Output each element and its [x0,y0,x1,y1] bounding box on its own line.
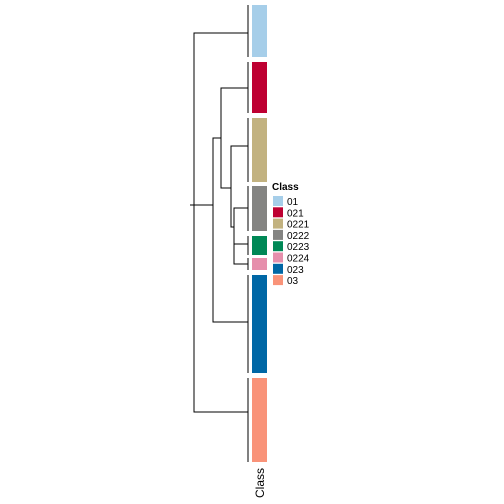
class-segment-0223 [252,236,267,255]
dendrogram-branch-0223-0224 [234,244,248,264]
legend-label-0221: 0221 [287,220,310,231]
legend-swatch-03 [273,275,283,285]
legend-label-0222: 0222 [287,231,310,242]
class-segment-0224 [252,258,267,270]
legend-swatch-0222 [273,230,283,240]
legend-label-03: 03 [287,276,299,287]
legend-label-021: 021 [287,208,304,219]
class-segment-0221 [252,118,267,182]
legend-swatch-0221 [273,219,283,229]
legend-label-0223: 0223 [287,242,310,253]
legend-label-0224: 0224 [287,254,310,265]
class-annotation-bar [252,5,267,462]
legend-title: Class [272,182,299,193]
class-segment-03 [252,378,267,462]
annotation-label: Class [253,468,267,498]
class-segment-0222 [252,186,267,231]
legend-label-01: 01 [287,197,299,208]
dendrogram-tree [190,5,248,462]
legend-swatch-0223 [273,241,283,251]
legend-swatch-021 [273,207,283,217]
legend-swatch-01 [273,196,283,206]
class-segment-023 [252,275,267,373]
legend-label-023: 023 [287,265,304,276]
class-segment-01 [252,5,267,57]
dendrogram-branch-03 [194,205,248,412]
legend-swatch-023 [273,264,283,274]
class-segment-021 [252,62,267,113]
dendrogram-branch-021 [221,88,248,188]
legend-swatch-0224 [273,253,283,263]
